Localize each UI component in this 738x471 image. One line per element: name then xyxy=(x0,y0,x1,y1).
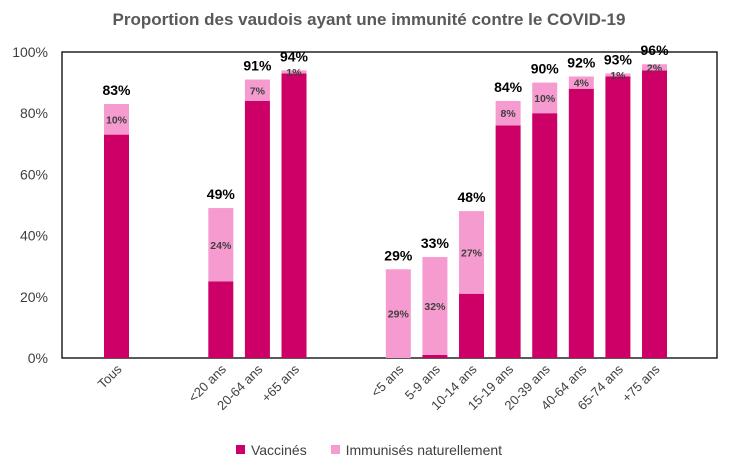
data-label-natural: 10% xyxy=(106,114,128,126)
bar-natural xyxy=(208,208,234,282)
bar-natural xyxy=(422,257,448,355)
bar-vaccinated xyxy=(104,134,129,358)
bar-natural xyxy=(642,64,668,71)
data-label-total: 93% xyxy=(604,51,633,67)
x-tick-label: +65 ans xyxy=(259,361,303,405)
data-label-total: 33% xyxy=(421,235,450,251)
legend: Vaccinés Immunisés naturellement xyxy=(0,441,738,458)
x-tick-label: <5 ans xyxy=(368,361,407,400)
data-label-natural: 1% xyxy=(610,70,626,82)
bar-natural xyxy=(459,211,485,294)
data-label-total: 94% xyxy=(280,48,309,64)
bar-vaccinated xyxy=(281,73,307,359)
y-tick-label: 100% xyxy=(12,44,48,60)
bar-natural xyxy=(495,100,521,126)
bar-natural xyxy=(532,82,558,114)
data-label-total: 48% xyxy=(458,189,487,205)
bar-natural xyxy=(385,269,411,358)
legend-item-vaccines: Vaccinés xyxy=(235,441,307,458)
bar-vaccinated xyxy=(642,70,668,359)
data-label-total: 96% xyxy=(641,42,670,58)
data-label-natural: 27% xyxy=(461,247,483,259)
data-label-natural: 4% xyxy=(574,78,590,90)
legend-swatch-vaccines xyxy=(235,445,245,454)
bar-natural xyxy=(568,76,594,89)
data-label-natural: 10% xyxy=(534,93,556,105)
data-label-total: 90% xyxy=(531,61,560,77)
bar-vaccinated xyxy=(459,293,485,358)
y-tick-label: 40% xyxy=(20,228,48,244)
x-tick-label: +75 ans xyxy=(619,361,663,405)
bar-vaccinated xyxy=(244,100,270,359)
y-tick-label: 80% xyxy=(20,105,48,121)
data-label-natural: 8% xyxy=(501,108,517,120)
data-label-total: 84% xyxy=(494,79,523,95)
data-label-natural: 2% xyxy=(647,62,663,74)
legend-swatch-natural xyxy=(330,445,340,454)
data-label-total: 91% xyxy=(243,58,272,74)
chart-title: Proportion des vaudois ayant une immunit… xyxy=(112,10,626,29)
bar-vaccinated xyxy=(208,281,234,358)
data-label-natural: 24% xyxy=(210,240,232,252)
data-label-total: 83% xyxy=(102,82,131,98)
legend-label-natural: Immunisés naturellement xyxy=(345,441,503,458)
x-tick-label: Tous xyxy=(95,361,125,391)
bar-vaccinated xyxy=(422,354,448,358)
data-label-total: 49% xyxy=(207,186,236,202)
data-label-total: 29% xyxy=(384,247,413,263)
legend-label-vaccines: Vaccinés xyxy=(250,441,307,458)
data-label-total: 92% xyxy=(567,54,596,70)
data-label-natural: 32% xyxy=(424,301,446,313)
y-tick-label: 20% xyxy=(20,289,48,305)
data-label-natural: 29% xyxy=(388,309,410,321)
data-label-natural: 1% xyxy=(286,67,302,79)
bar-natural xyxy=(104,104,129,135)
bar-vaccinated xyxy=(495,125,521,358)
bar-natural xyxy=(244,79,270,101)
y-tick-label: 0% xyxy=(28,350,48,366)
bar-natural xyxy=(605,73,631,77)
data-label-natural: 7% xyxy=(250,85,266,97)
bar-vaccinated xyxy=(568,88,594,358)
bar-natural xyxy=(281,70,307,74)
bar-vaccinated xyxy=(605,76,631,358)
y-tick-label: 60% xyxy=(20,166,48,182)
legend-item-natural: Immunisés naturellement xyxy=(330,441,503,458)
bar-vaccinated xyxy=(532,113,558,358)
